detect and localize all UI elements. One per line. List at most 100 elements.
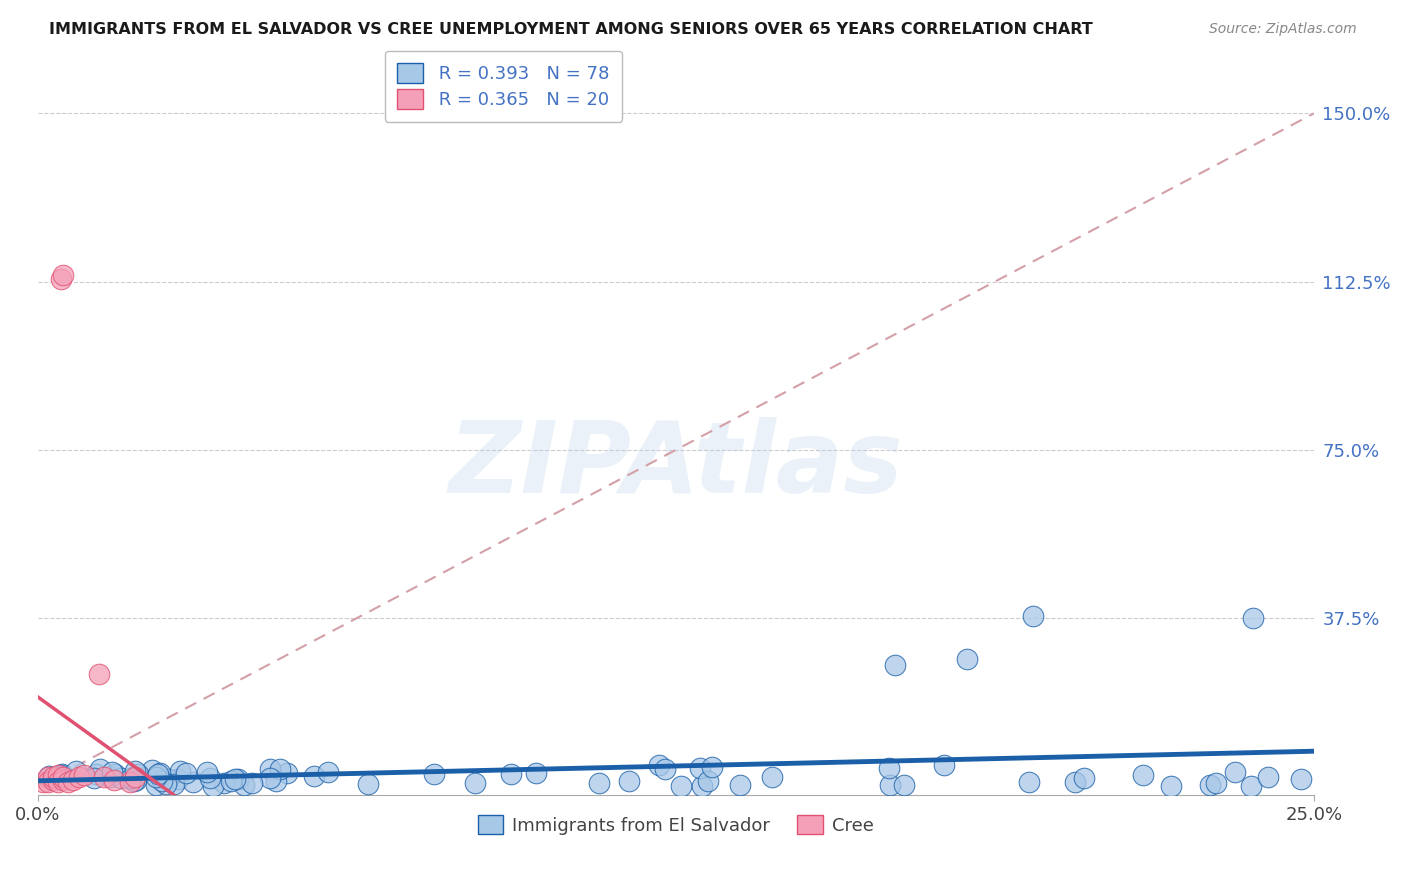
Point	[232, 778, 254, 792]
Point	[259, 771, 281, 785]
Point	[276, 766, 298, 780]
Point	[1205, 776, 1227, 790]
Point	[1018, 775, 1040, 789]
Point	[51, 766, 73, 780]
Point	[702, 760, 724, 774]
Point	[166, 772, 188, 786]
Point	[42, 771, 65, 785]
Point	[181, 775, 204, 789]
Point	[893, 778, 915, 792]
Point	[1240, 779, 1263, 793]
Point	[195, 765, 218, 780]
Point	[49, 768, 72, 782]
Point	[761, 770, 783, 784]
Point	[884, 658, 907, 673]
Point	[52, 771, 75, 785]
Point	[118, 775, 141, 789]
Point	[124, 771, 146, 785]
Point	[84, 767, 107, 781]
Text: IMMIGRANTS FROM EL SALVADOR VS CREE UNEMPLOYMENT AMONG SENIORS OVER 65 YEARS COR: IMMIGRANTS FROM EL SALVADOR VS CREE UNEM…	[49, 22, 1092, 37]
Point	[48, 770, 70, 784]
Point	[124, 774, 146, 789]
Point	[67, 771, 90, 785]
Point	[145, 770, 167, 784]
Point	[72, 768, 94, 782]
Point	[83, 771, 105, 785]
Point	[62, 772, 84, 787]
Point	[103, 772, 125, 787]
Point	[1257, 770, 1279, 784]
Point	[588, 775, 610, 789]
Point	[150, 773, 173, 788]
Point	[1160, 779, 1182, 793]
Point	[464, 776, 486, 790]
Point	[38, 769, 60, 783]
Point	[956, 651, 979, 665]
Point	[104, 767, 127, 781]
Point	[219, 773, 242, 788]
Point	[124, 764, 146, 778]
Point	[524, 765, 547, 780]
Point	[318, 764, 340, 779]
Point	[87, 667, 110, 681]
Point	[98, 770, 121, 784]
Point	[242, 776, 264, 790]
Legend: Immigrants from El Salvador, Cree: Immigrants from El Salvador, Cree	[470, 806, 883, 844]
Point	[1291, 772, 1313, 786]
Point	[619, 774, 641, 789]
Point	[357, 776, 380, 790]
Point	[110, 772, 132, 786]
Point	[125, 773, 148, 788]
Point	[1073, 771, 1095, 785]
Point	[65, 764, 87, 779]
Point	[58, 775, 80, 789]
Point	[46, 775, 69, 789]
Point	[1064, 775, 1087, 789]
Point	[157, 772, 180, 786]
Point	[52, 268, 75, 282]
Text: Source: ZipAtlas.com: Source: ZipAtlas.com	[1209, 22, 1357, 37]
Point	[46, 768, 69, 782]
Point	[224, 772, 246, 786]
Point	[101, 765, 124, 780]
Point	[156, 772, 179, 786]
Point	[1223, 765, 1246, 780]
Point	[141, 763, 163, 777]
Point	[31, 775, 53, 789]
Point	[689, 761, 711, 775]
Point	[697, 774, 720, 789]
Point	[42, 772, 65, 787]
Point	[690, 779, 713, 793]
Point	[728, 778, 751, 792]
Point	[212, 776, 235, 790]
Point	[127, 766, 149, 780]
Point	[671, 779, 693, 793]
Point	[226, 772, 249, 786]
Point	[269, 762, 291, 776]
Point	[169, 764, 191, 779]
Point	[93, 771, 115, 785]
Point	[1132, 768, 1154, 782]
Point	[1022, 608, 1045, 623]
Point	[201, 780, 224, 794]
Point	[145, 779, 167, 793]
Point	[648, 758, 671, 772]
Point	[264, 773, 287, 788]
Point	[1199, 779, 1222, 793]
Point	[49, 272, 72, 286]
Point	[52, 772, 75, 787]
Point	[89, 763, 111, 777]
Text: ZIPAtlas: ZIPAtlas	[449, 417, 903, 514]
Point	[198, 771, 221, 785]
Point	[1241, 611, 1264, 625]
Point	[423, 767, 446, 781]
Point	[163, 777, 186, 791]
Point	[654, 762, 676, 776]
Point	[37, 775, 59, 789]
Point	[259, 762, 281, 776]
Point	[174, 765, 197, 780]
Point	[932, 757, 955, 772]
Point	[155, 777, 177, 791]
Point	[879, 778, 901, 792]
Point	[879, 761, 901, 775]
